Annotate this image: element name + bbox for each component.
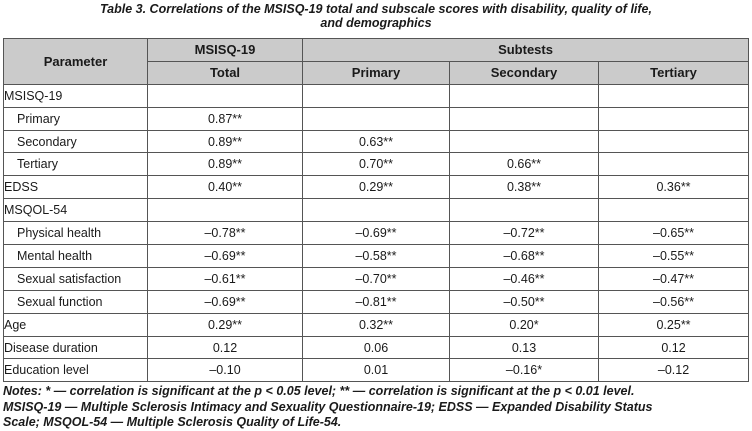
row-label: Education level <box>3 358 148 383</box>
row-label: Tertiary <box>3 152 148 177</box>
cell-tertiary <box>597 198 750 223</box>
cell-total: –0.61** <box>147 266 303 291</box>
row-label: Sexual function <box>3 289 148 314</box>
cell-tertiary: 0.12 <box>597 335 750 360</box>
row-label: Disease duration <box>3 335 148 360</box>
header-row-1: Parameter MSISQ-19 Subtests <box>3 38 750 85</box>
cell-total: 0.89** <box>147 129 303 154</box>
cell-primary: 0.70** <box>302 152 450 177</box>
row-label: MSQOL-54 <box>3 198 148 223</box>
cell-secondary: –0.46** <box>449 266 599 291</box>
cell-secondary: –0.68** <box>449 244 599 268</box>
table-row: EDSS 0.40** 0.29** 0.38** 0.36** <box>3 175 750 200</box>
table-row: Age 0.29** 0.32** 0.20* 0.25** <box>3 312 750 337</box>
table-row: Physical health –0.78** –0.69** –0.72** –0.6… <box>3 221 750 246</box>
header-primary: Primary <box>302 60 450 85</box>
cell-tertiary <box>597 152 750 177</box>
table-row: Tertiary 0.89** 0.70** 0.66** <box>3 152 750 177</box>
cell-primary <box>302 198 450 223</box>
cell-primary <box>302 106 450 131</box>
notes-line-3: Scale; MSQOL-54 — Multiple Sclerosis Qua… <box>3 415 342 429</box>
cell-total <box>147 198 303 223</box>
cell-primary: 0.63** <box>302 129 450 154</box>
cell-secondary: 0.13 <box>449 335 599 360</box>
cell-total: –0.69** <box>147 244 303 268</box>
cell-primary: –0.70** <box>302 266 450 291</box>
cell-total: 0.40** <box>147 175 303 200</box>
table-row: Mental health –0.69** –0.58** –0.68** –0.55*… <box>3 244 750 268</box>
caption-line-1: Table 3. Correlations of the MSISQ-19 to… <box>100 2 652 16</box>
header-tertiary: Tertiary <box>597 60 750 85</box>
notes-line-2: MSISQ-19 — Multiple Sclerosis Intimacy a… <box>3 399 653 414</box>
cell-primary: 0.01 <box>302 358 450 383</box>
cell-tertiary: –0.65** <box>597 221 750 246</box>
cell-tertiary <box>597 129 750 154</box>
cell-secondary: 0.66** <box>449 152 599 177</box>
cell-primary: 0.29** <box>302 175 450 200</box>
row-label: Physical health <box>3 221 148 246</box>
row-label: Secondary <box>3 129 148 154</box>
cell-total: 0.89** <box>147 152 303 177</box>
header-msisq: MSISQ-19 <box>147 38 303 62</box>
cell-primary <box>302 83 450 108</box>
cell-tertiary: –0.56** <box>597 289 750 314</box>
cell-total: –0.78** <box>147 221 303 246</box>
cell-secondary: –0.50** <box>449 289 599 314</box>
cell-secondary: –0.16* <box>449 358 599 383</box>
table-row: Sexual function –0.69** –0.81** –0.50** –0.5… <box>3 289 750 314</box>
header-subtests: Subtests <box>301 38 750 62</box>
cell-primary: 0.06 <box>302 335 450 360</box>
table-row: Disease duration 0.12 0.06 0.13 0.12 <box>3 335 750 360</box>
cell-total: 0.12 <box>147 335 303 360</box>
cell-total: 0.87** <box>147 106 303 131</box>
cell-secondary <box>449 129 599 154</box>
caption-line-2: and demographics <box>320 16 432 30</box>
table-body: MSISQ-19 Primary 0.87** Secondary 0.89** 0.63… <box>3 83 750 383</box>
table-row: Sexual satisfaction –0.61** –0.70** –0.46**… <box>3 266 750 291</box>
correlation-table: Parameter MSISQ-19 Subtests Total Primar… <box>3 38 750 383</box>
cell-primary: –0.69** <box>302 221 450 246</box>
cell-tertiary <box>597 83 750 108</box>
row-label: MSISQ-19 <box>3 83 148 108</box>
row-label: Primary <box>3 106 148 131</box>
table-row: MSISQ-19 <box>3 83 750 108</box>
table-caption: Table 3. Correlations of the MSISQ-19 to… <box>0 2 752 30</box>
header-secondary: Secondary <box>449 60 599 85</box>
row-label: Sexual satisfaction <box>3 266 148 291</box>
cell-primary: –0.81** <box>302 289 450 314</box>
cell-secondary: 0.38** <box>449 175 599 200</box>
notes-line-1: Notes: * — correlation is significant at… <box>3 384 635 398</box>
cell-primary: 0.32** <box>302 312 450 337</box>
cell-total: –0.10 <box>147 358 303 383</box>
cell-total <box>147 83 303 108</box>
cell-secondary <box>449 198 599 223</box>
cell-total: –0.69** <box>147 289 303 314</box>
cell-primary: –0.58** <box>302 244 450 268</box>
row-label: EDSS <box>3 175 148 200</box>
cell-total: 0.29** <box>147 312 303 337</box>
cell-secondary <box>449 106 599 131</box>
table-row: Education level –0.10 0.01 –0.16* –0.12 <box>3 358 750 383</box>
table-row: Primary 0.87** <box>3 106 750 131</box>
cell-tertiary: –0.47** <box>597 266 750 291</box>
cell-tertiary <box>597 106 750 131</box>
table-header: Parameter MSISQ-19 Subtests Total Primar… <box>3 38 750 85</box>
table-row: MSQOL-54 <box>3 198 750 223</box>
cell-secondary <box>449 83 599 108</box>
cell-tertiary: 0.25** <box>597 312 750 337</box>
header-parameter: Parameter <box>3 38 148 85</box>
header-total: Total <box>147 60 303 85</box>
table-row: Secondary 0.89** 0.63** <box>3 129 750 154</box>
cell-tertiary: –0.55** <box>597 244 750 268</box>
row-label: Age <box>3 312 148 337</box>
cell-tertiary: 0.36** <box>597 175 750 200</box>
cell-secondary: –0.72** <box>449 221 599 246</box>
row-label: Mental health <box>3 244 148 268</box>
cell-secondary: 0.20* <box>449 312 599 337</box>
table-notes: Notes: * — correlation is significant at… <box>3 384 748 431</box>
header-row-2: Total Primary Secondary Tertiary <box>4 60 750 85</box>
cell-tertiary: –0.12 <box>597 358 750 383</box>
